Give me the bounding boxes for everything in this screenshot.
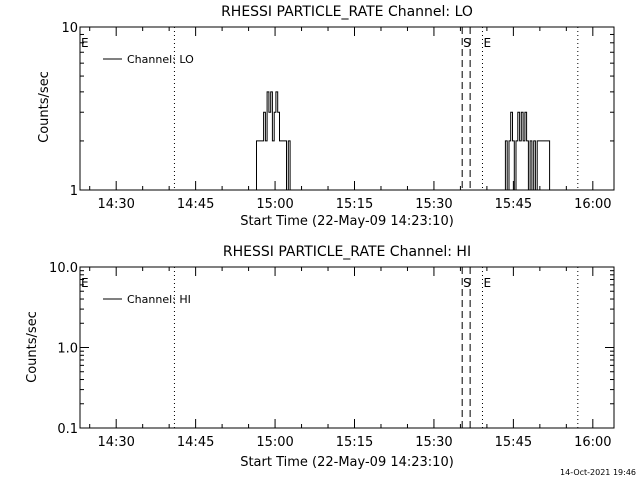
y-tick-labels: 1 10 (61, 21, 78, 199)
chart-title: RHESSI PARTICLE_RATE Channel: LO (221, 4, 473, 20)
flare-marker-lines (173, 267, 579, 428)
x-tick-label: 15:00 (256, 435, 293, 450)
y-tick-label: 10.0 (49, 261, 78, 276)
flare-marker-lines (173, 27, 579, 190)
x-tick-label: 15:45 (495, 435, 532, 450)
y-axis-label: Counts/sec (25, 311, 40, 383)
x-tick-label: 14:30 (97, 435, 134, 450)
x-axis-label: Start Time (22-May-09 14:23:10) (240, 455, 454, 470)
y-tick-label: 1 (70, 184, 78, 199)
series-line (503, 111, 552, 191)
x-tick-label: 16:00 (574, 435, 611, 450)
flare-marker-label: E (81, 36, 89, 50)
generation-timestamp: 14-Oct-2021 19:46 (560, 468, 636, 477)
x-tick-label: 15:00 (256, 197, 293, 212)
legend-entry: Channel: HI (127, 293, 191, 306)
legend: Channel: HI (103, 293, 191, 306)
flare-marker-label: E (483, 276, 491, 290)
plot-frame (79, 266, 615, 429)
data-series (254, 91, 552, 191)
x-tick-label: 15:15 (336, 435, 373, 450)
legend-entry: Channel: LO (127, 53, 194, 66)
y-tick-label: 10 (61, 21, 78, 36)
y-tick-label: 0.1 (57, 422, 78, 437)
x-tick-label: 14:45 (177, 197, 214, 212)
x-tick-label: 15:45 (495, 197, 532, 212)
chart-title: RHESSI PARTICLE_RATE Channel: HI (223, 244, 471, 260)
panel-lo: RHESSI PARTICLE_RATE Channel: LO Counts/… (37, 4, 615, 229)
x-tick-label: 16:00 (574, 197, 611, 212)
x-tick-label: 15:15 (336, 197, 373, 212)
x-tick-label: 14:30 (97, 197, 134, 212)
x-tick-label: 14:45 (177, 435, 214, 450)
series-line (254, 91, 292, 191)
plot-frame (79, 26, 615, 191)
y-axis-label: Counts/sec (37, 71, 52, 143)
plot-frame-rect (79, 26, 615, 191)
x-tick-labels: 14:30 14:45 15:00 15:15 15:30 15:45 16:00 (97, 197, 611, 212)
panel-hi: RHESSI PARTICLE_RATE Channel: HI Counts/… (25, 244, 615, 470)
y-tick-label: 1.0 (57, 342, 78, 357)
flare-marker-label: S (463, 276, 471, 290)
flare-marker-label: E (483, 36, 491, 50)
x-axis-label: Start Time (22-May-09 14:23:10) (240, 214, 454, 229)
y-tick-labels: 0.1 1.0 10.0 (49, 261, 78, 437)
x-tick-label: 15:30 (415, 197, 452, 212)
x-tick-label: 15:30 (415, 435, 452, 450)
legend: Channel: LO (103, 53, 194, 66)
x-tick-labels: 14:30 14:45 15:00 15:15 15:30 15:45 16:00 (97, 435, 611, 450)
flare-marker-label: E (81, 276, 89, 290)
flare-marker-label: S (463, 36, 471, 50)
